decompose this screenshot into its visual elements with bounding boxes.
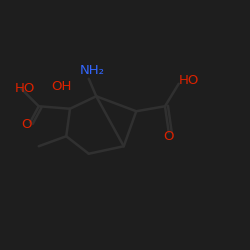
- Text: O: O: [21, 118, 32, 132]
- Text: HO: HO: [15, 82, 36, 95]
- Text: O: O: [164, 130, 174, 143]
- Text: OH: OH: [51, 80, 72, 93]
- Text: NH₂: NH₂: [80, 64, 105, 76]
- Text: HO: HO: [178, 74, 199, 86]
